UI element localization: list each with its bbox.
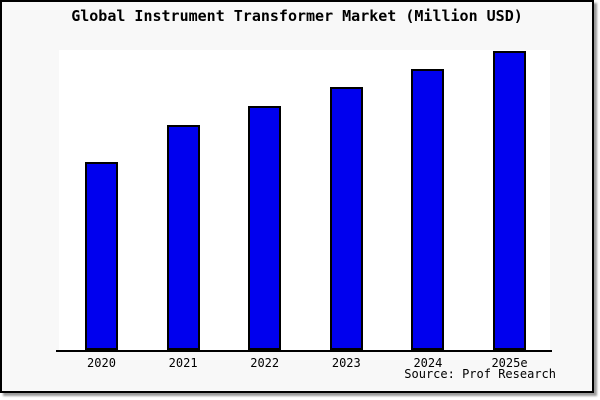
source-note: Source: Prof Research [404,367,556,381]
x-tick-label: 2024 [413,356,443,370]
x-axis-line [56,350,552,352]
x-tick-label: 2021 [168,356,198,370]
plot-area [59,50,550,350]
x-tick-label: 2020 [87,356,116,370]
chart-frame: Global Instrument Transformer Market (Mi… [0,0,594,393]
x-tick-label: 2023 [331,356,361,370]
chart-title: Global Instrument Transformer Market (Mi… [71,7,523,25]
bar-2025e [493,51,526,350]
x-tick-label: 2025e [491,356,528,370]
x-tick-label: 2022 [250,356,280,370]
bar-2021 [167,125,200,350]
bar-2024 [411,69,444,350]
bar-2020 [85,162,118,350]
bar-2022 [248,106,281,350]
bar-2023 [330,87,363,350]
